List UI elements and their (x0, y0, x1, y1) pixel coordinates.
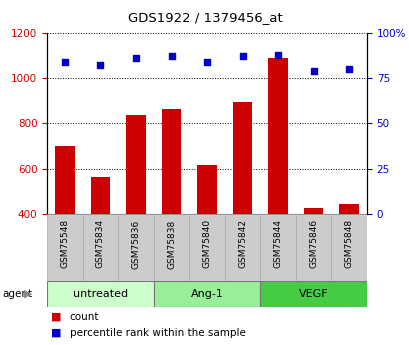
Text: ▶: ▶ (24, 289, 32, 299)
Text: agent: agent (2, 289, 32, 299)
Point (61, 59, 68, 65)
Bar (118, 214, 153, 281)
Text: GDS1922 / 1379456_at: GDS1922 / 1379456_at (127, 11, 282, 24)
Text: GSM75548: GSM75548 (60, 219, 69, 268)
Text: GSM75840: GSM75840 (202, 219, 211, 268)
Text: untreated: untreated (73, 289, 128, 299)
Text: GSM75838: GSM75838 (166, 219, 175, 268)
Bar (267, 58, 287, 214)
Bar (197, 165, 216, 214)
Bar (153, 214, 189, 281)
Bar (224, 214, 260, 281)
Bar (126, 116, 146, 214)
Point (239, 53, 245, 59)
Bar (153, 281, 260, 307)
Point (345, 66, 352, 72)
Bar (339, 204, 358, 214)
Bar (260, 214, 295, 281)
Bar (90, 177, 110, 214)
Bar (161, 109, 181, 214)
Bar (83, 214, 118, 281)
Point (310, 68, 316, 73)
Text: count: count (70, 312, 99, 322)
Point (97, 63, 103, 68)
Bar (232, 102, 252, 214)
Bar (303, 208, 323, 214)
Text: percentile rank within the sample: percentile rank within the sample (70, 328, 245, 338)
Point (133, 55, 139, 61)
Bar (330, 214, 366, 281)
Text: GSM75834: GSM75834 (96, 219, 105, 268)
Bar (47, 281, 153, 307)
Bar (295, 214, 330, 281)
Text: ■: ■ (51, 328, 62, 338)
Point (203, 59, 210, 65)
Bar (55, 146, 74, 214)
Text: GSM75848: GSM75848 (344, 219, 353, 268)
Bar (260, 281, 366, 307)
Text: GSM75836: GSM75836 (131, 219, 140, 268)
Point (274, 52, 281, 57)
Bar (189, 214, 224, 281)
Text: Ang-1: Ang-1 (190, 289, 223, 299)
Bar (47, 214, 83, 281)
Text: GSM75846: GSM75846 (308, 219, 317, 268)
Text: ■: ■ (51, 312, 62, 322)
Point (168, 53, 174, 59)
Text: VEGF: VEGF (298, 289, 328, 299)
Text: GSM75842: GSM75842 (238, 219, 247, 268)
Text: GSM75844: GSM75844 (273, 219, 282, 268)
